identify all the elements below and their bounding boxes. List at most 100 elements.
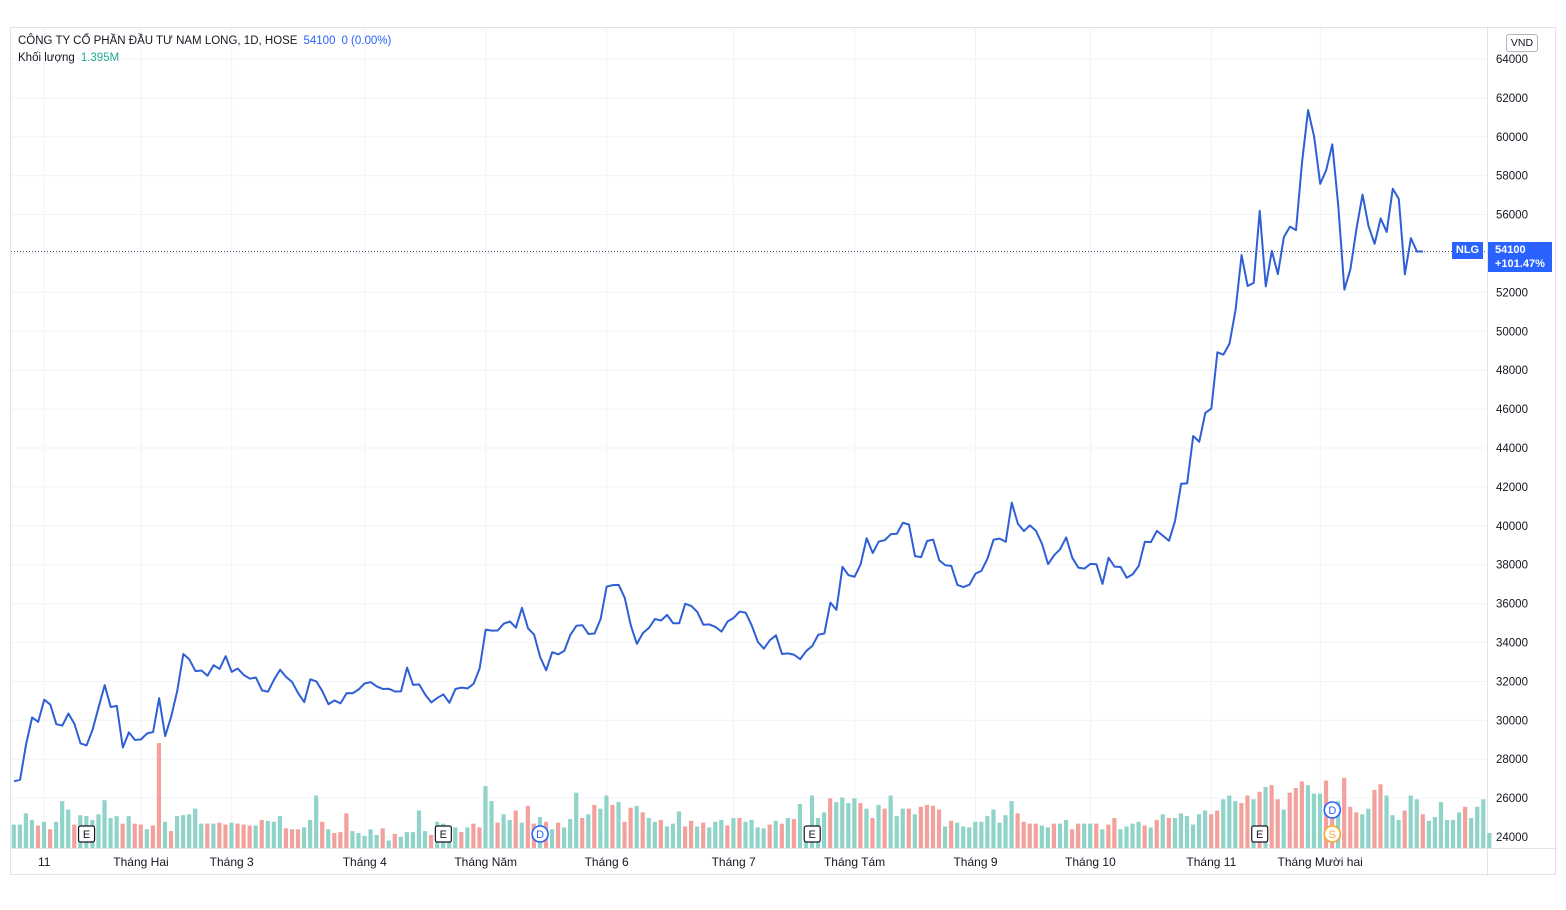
volume-bar [253,825,258,848]
symbol-price-tag: NLG [1452,242,1483,259]
volume-bar [168,831,174,848]
volume-bar [60,801,65,848]
volume-bar [767,824,772,848]
volume-bar [398,836,403,848]
volume-bar [1196,814,1202,848]
volume-bar [1112,818,1117,848]
price-tick-label: 34000 [1496,638,1528,650]
volume-bar [465,827,470,848]
volume-bar [308,819,313,848]
volume-bar [1039,825,1044,848]
price-tick-label: 24000 [1496,832,1528,844]
event-icon-label: S [1329,829,1336,841]
volume-bar [1456,812,1462,848]
volume-bar [1366,808,1371,848]
volume-bar [132,823,137,848]
volume-bar [949,820,954,848]
volume-bar [1166,818,1171,848]
volume-bar [356,833,361,848]
volume-bar [791,818,796,848]
volume-bar [295,829,301,848]
volume-bar [1414,799,1419,848]
earnings-icon [77,825,96,843]
volume-bar [235,823,240,848]
price-tick-label: 40000 [1496,521,1528,533]
volume-bar [162,821,168,848]
volume-bar [314,795,319,848]
volume-bar [997,822,1002,848]
volume-bar [1045,827,1050,848]
volume-bar [259,819,264,848]
volume-bar [301,827,307,848]
symbol-legend: CÔNG TY CỔ PHẦN ĐẦU TƯ NAM LONG, 1D, HOS… [18,35,391,47]
volume-bar [1426,820,1431,848]
volume-bar [1390,815,1395,848]
volume-bar [1251,799,1256,848]
time-tick-label: Tháng 4 [343,855,387,869]
volume-bar [150,825,155,848]
volume-bar [979,821,984,848]
volume-bar [1082,823,1087,848]
volume-bar [676,811,682,848]
volume-bar [1063,819,1069,848]
volume-bar [640,812,645,848]
time-tick-label: Tháng 6 [585,855,629,869]
volume-bar [1402,810,1407,848]
volume-bar [1057,823,1063,848]
volume-bar [1408,795,1413,848]
volume-bar [54,821,59,848]
event-marker-s[interactable]: S [1323,825,1342,843]
volume-bar [277,816,282,848]
price-tick-label: 58000 [1496,171,1528,183]
volume-bar [604,795,609,848]
volume-bar [126,816,131,848]
event-marker-d[interactable]: D [1323,801,1342,819]
event-marker-e[interactable]: E [434,825,452,843]
chart-canvas[interactable]: 24000 26000 28000 30000 32000 34000 36000 38000… [11,28,1557,876]
volume-bar [459,832,464,848]
event-marker-e[interactable]: E [77,825,96,843]
volume-bar [1094,823,1099,848]
dividend-icon [1323,801,1342,819]
volume-bar [1293,788,1298,848]
time-tick-label: Tháng Tám [824,855,885,869]
volume-bar [1487,833,1492,848]
volume-bar [416,810,422,848]
volume-bar [1336,801,1341,848]
volume-bar [181,815,186,848]
volume-bar [241,824,246,848]
volume-bar [773,820,778,848]
volume-bar [955,822,960,848]
volume-bar [755,827,760,848]
time-tick-label: Tháng Năm [454,855,517,869]
time-tick-label: 11 [38,855,51,869]
volume-bar [1100,829,1105,848]
earnings-icon [434,825,452,843]
volume-bar [507,819,512,848]
volume-bar [35,825,41,848]
volume-bar [11,824,16,848]
volume-bar [1281,809,1286,848]
volume-bar [332,833,337,848]
volume-bar [1354,812,1359,848]
chart-frame[interactable]: 24000 26000 28000 30000 32000 34000 36000 38000… [10,27,1557,876]
volume-bar [72,824,77,848]
currency-button[interactable]: VND [1506,34,1538,52]
volume-bar [682,826,688,848]
volume-bar [936,809,942,848]
event-marker-e[interactable]: E [1251,825,1269,843]
volume-bar [1009,801,1014,848]
volume-bar [1239,803,1244,848]
volume-bar [822,812,827,848]
volume-bar [1015,813,1020,848]
volume-bar [749,819,754,848]
event-marker-d[interactable]: D [531,825,549,843]
volume-bar [1342,777,1347,848]
volume-bar [900,808,905,848]
volume-bar [555,822,561,848]
event-marker-e[interactable]: E [803,825,821,843]
price-tick-label: 48000 [1496,365,1528,377]
volume-bar [1469,818,1474,848]
volume-bar [1287,792,1292,848]
price-tick-label: 30000 [1496,715,1528,727]
